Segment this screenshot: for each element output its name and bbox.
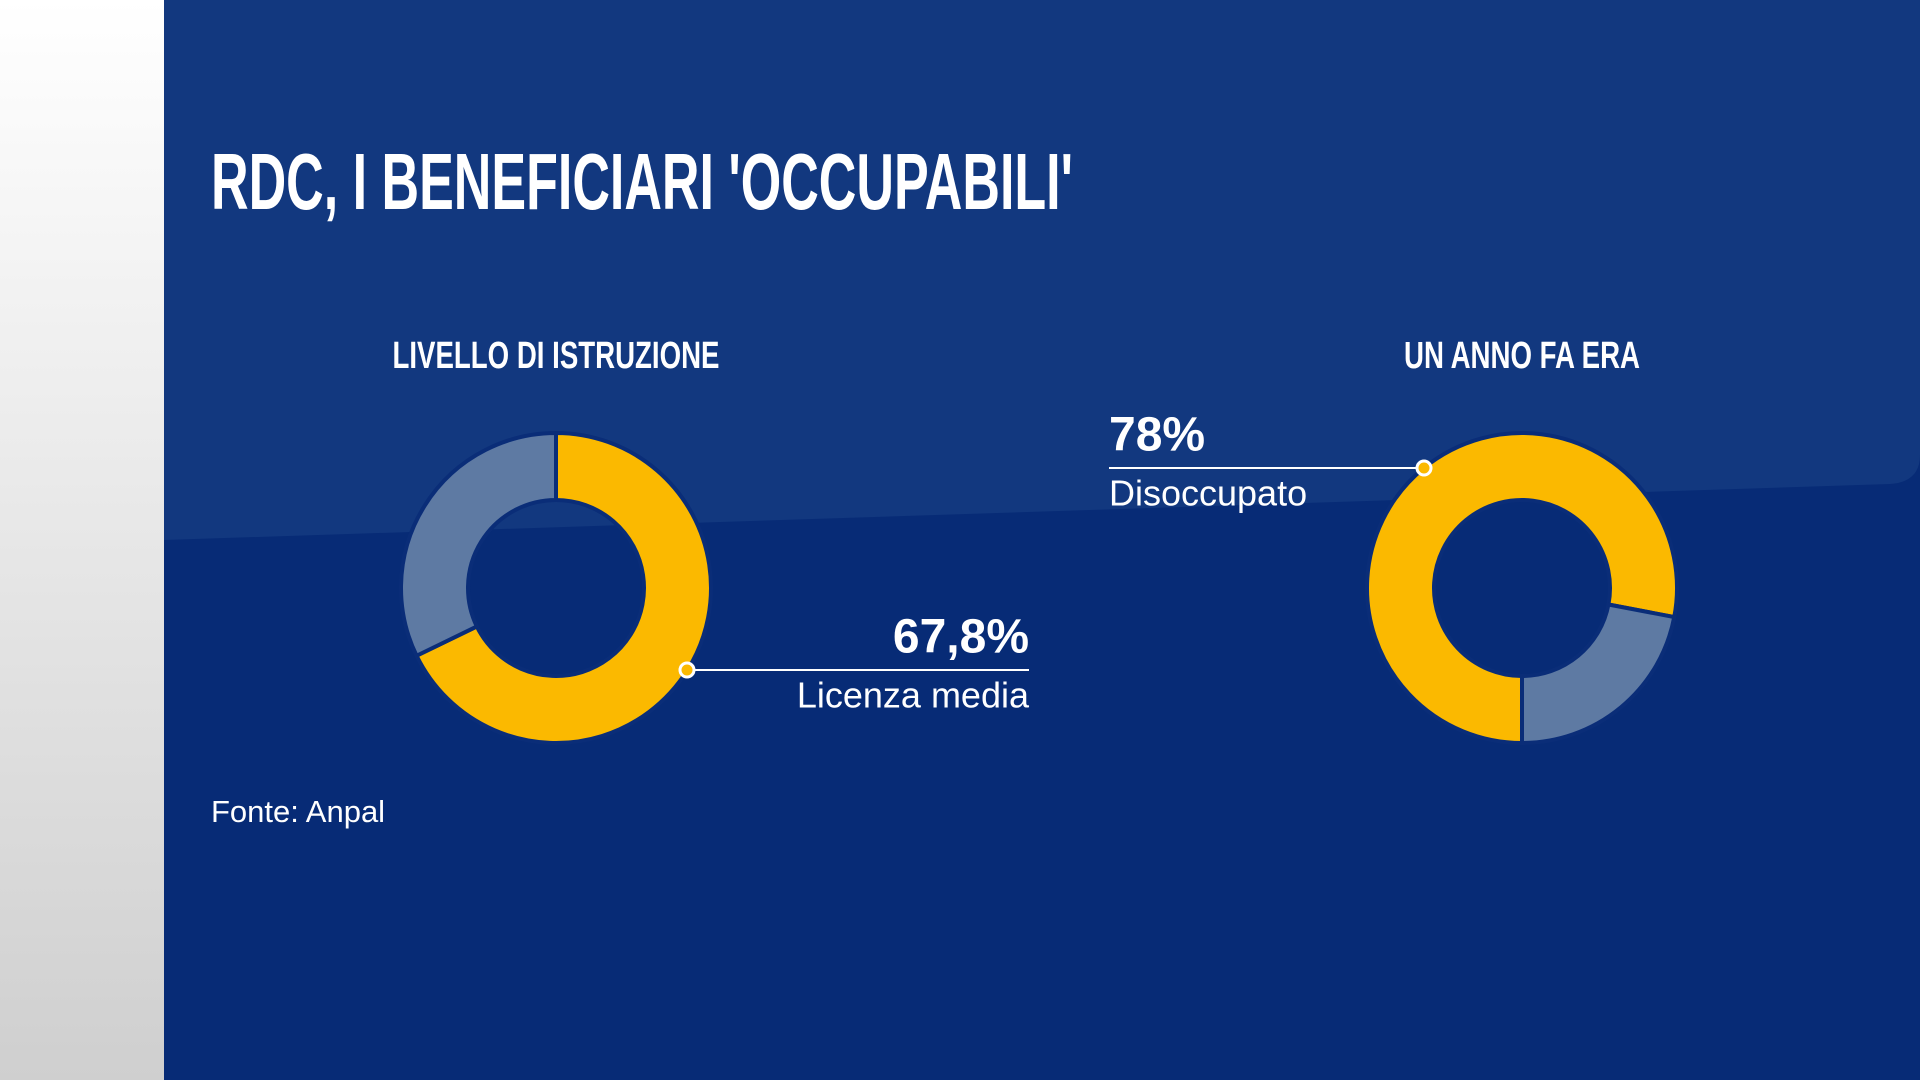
donut-segment: [1520, 602, 1677, 746]
callout-dot: [678, 661, 696, 679]
side-strip: [0, 0, 164, 1080]
donut-segment: [1365, 431, 1679, 746]
category-label: Disoccupato: [1109, 473, 1307, 514]
chart-title: LIVELLO DI ISTRUZIONE: [393, 335, 720, 377]
donut-segment: [413, 430, 713, 745]
value-label: 67,8%: [893, 611, 1029, 664]
value-label: 78%: [1109, 409, 1205, 462]
background-band: [164, 0, 1920, 540]
category-label: Licenza media: [797, 675, 1030, 716]
main-title: RDC, I BENEFICIARI 'OCCUPABILI': [211, 137, 1073, 226]
source: Fonte: Anpal: [211, 794, 385, 829]
chart-title: UN ANNO FA ERA: [1404, 335, 1640, 377]
donut-segment: [399, 430, 558, 659]
callout-dot: [1415, 459, 1433, 477]
